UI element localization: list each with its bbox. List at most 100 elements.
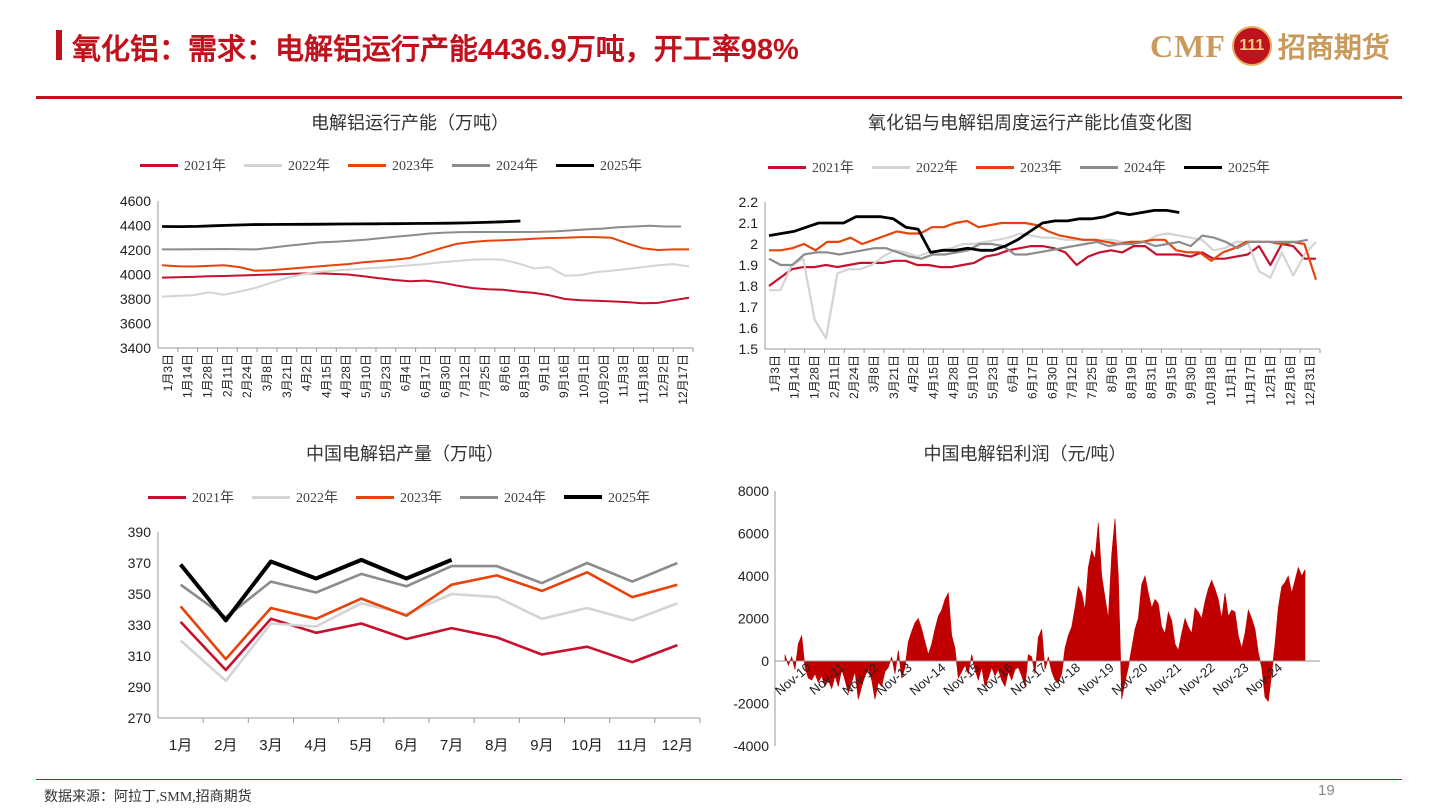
x-tick-label: 8月19日 (1125, 355, 1139, 399)
legend-swatch (872, 165, 910, 169)
x-tick-label: 12月16日 (1283, 355, 1297, 406)
chart3-legend: 2021年 2022年 2023年 2024年 2025年 (148, 487, 668, 507)
legend-label: 2021年 (812, 161, 854, 176)
x-tick-label: 11月 (617, 737, 648, 754)
x-tick-label: 4月2日 (907, 355, 921, 392)
y-tick-label: 4000 (120, 267, 151, 283)
y-tick-label: 3400 (120, 340, 151, 356)
legend-swatch (140, 163, 178, 167)
x-tick-label: 5月 (350, 737, 373, 754)
x-tick-label: 5月10日 (966, 355, 980, 399)
data-source-note: 数据来源：阿拉丁,SMM,招商期货 (44, 790, 252, 805)
x-tick-label: 8月19日 (518, 354, 532, 398)
x-tick-label: Nov-23 (1210, 660, 1252, 698)
legend-swatch (1080, 165, 1118, 169)
series-line-2021 (161, 272, 690, 305)
y-tick-label: 4600 (120, 193, 151, 209)
y-tick-label: 2 (750, 236, 758, 252)
chart1-legend: 2021年 2022年 2023年 2024年 2025年 (140, 155, 660, 175)
x-tick-label: 12月2日 (656, 354, 670, 398)
chart2-legend: 2021年 2022年 2023年 2024年 2025年 (768, 157, 1288, 177)
legend-label: 2022年 (296, 491, 338, 506)
x-tick-label: 12月1日 (1263, 355, 1277, 399)
x-tick-label: 10月20日 (597, 354, 611, 405)
x-tick-label: Nov-19 (1075, 660, 1117, 698)
legend-label: 2025年 (608, 491, 650, 506)
x-tick-label: 1月28日 (808, 355, 822, 399)
y-tick-label: 3600 (120, 316, 151, 332)
x-tick-label: 5月10日 (359, 354, 373, 398)
legend-swatch (556, 163, 594, 167)
x-tick-label: 3月21日 (887, 355, 901, 399)
page-number: 19 (1318, 782, 1335, 799)
logo-company-name: 招商期货 (1277, 32, 1390, 63)
x-tick-label: 7月12日 (1065, 355, 1079, 399)
x-tick-label: 9月16日 (557, 354, 571, 398)
legend-swatch (252, 495, 290, 499)
legend-item-2022: 2022年 (244, 155, 330, 175)
y-tick-label: 1.6 (739, 320, 759, 336)
x-tick-label: 9月1日 (537, 354, 551, 391)
series-line-2024 (768, 234, 1308, 267)
header-divider (36, 96, 1402, 99)
series-line-2024 (179, 561, 678, 619)
x-tick-label: 1月14日 (788, 355, 802, 399)
legend-item-2025: 2025年 (564, 487, 650, 507)
x-tick-label: 9月 (530, 737, 553, 754)
x-tick-label: 6月30日 (438, 354, 452, 398)
legend-item-2024: 2024年 (1080, 157, 1166, 177)
x-tick-label: 1月 (169, 737, 192, 754)
y-tick-label: 330 (128, 617, 152, 633)
x-tick-label: 11月18日 (636, 354, 650, 404)
x-tick-label: 12月 (662, 737, 694, 754)
x-tick-label: 3月21日 (280, 354, 294, 398)
y-tick-label: 4200 (120, 242, 151, 258)
legend-label: 2023年 (392, 159, 434, 174)
legend-label: 2025年 (1228, 161, 1270, 176)
legend-swatch (564, 495, 602, 499)
x-tick-label: 2月 (214, 737, 237, 754)
legend-label: 2024年 (504, 491, 546, 506)
x-tick-label: 11月17日 (1244, 355, 1258, 405)
legend-item-2025: 2025年 (1184, 157, 1270, 177)
chart2-title: 氧化铝与电解铝周度运行产能比值变化图 (868, 113, 1192, 133)
x-tick-label: 4月 (304, 737, 327, 754)
x-tick-label: 11月1日 (1224, 355, 1238, 398)
y-tick-label: 1.9 (739, 257, 759, 273)
legend-item-2023: 2023年 (348, 155, 434, 175)
x-tick-label: 12月17日 (676, 354, 690, 405)
legend-label: 2021年 (192, 491, 234, 506)
y-tick-label: 2000 (738, 611, 769, 627)
page-title: 氧化铝：需求：电解铝运行产能4436.9万吨，开工率98% (72, 34, 799, 66)
y-tick-label: 1.8 (739, 278, 759, 294)
legend-item-2025: 2025年 (556, 155, 642, 175)
x-tick-label: Nov-20 (1109, 660, 1151, 698)
x-tick-label: 4月28日 (946, 355, 960, 399)
x-tick-label: 6月4日 (399, 354, 413, 391)
footer-divider (36, 779, 1402, 780)
x-tick-label: 4月15日 (319, 354, 333, 398)
x-tick-label: Nov-10 (772, 660, 814, 698)
y-tick-label: 270 (128, 710, 152, 726)
legend-swatch (460, 495, 498, 499)
legend-label: 2022年 (288, 159, 330, 174)
y-tick-label: 290 (128, 679, 152, 695)
y-tick-label: 1.5 (739, 341, 759, 357)
x-tick-label: 6月30日 (1045, 355, 1059, 399)
logo-badge-icon: 111 (1231, 26, 1272, 66)
x-tick-label: 2月24日 (240, 354, 254, 398)
series-line-2025 (161, 219, 521, 229)
x-tick-label: 6月17日 (1026, 355, 1040, 399)
y-tick-label: 6000 (738, 526, 769, 542)
legend-swatch (348, 163, 386, 167)
chart1-title: 电解铝运行产能（万吨） (311, 113, 509, 133)
x-tick-label: 4月2日 (300, 354, 314, 391)
legend-label: 2023年 (400, 491, 442, 506)
series-line-2024 (162, 224, 682, 251)
x-tick-label: 2月11日 (827, 355, 841, 398)
x-tick-label: 7月12日 (458, 354, 472, 398)
y-tick-label: 8000 (738, 483, 769, 499)
